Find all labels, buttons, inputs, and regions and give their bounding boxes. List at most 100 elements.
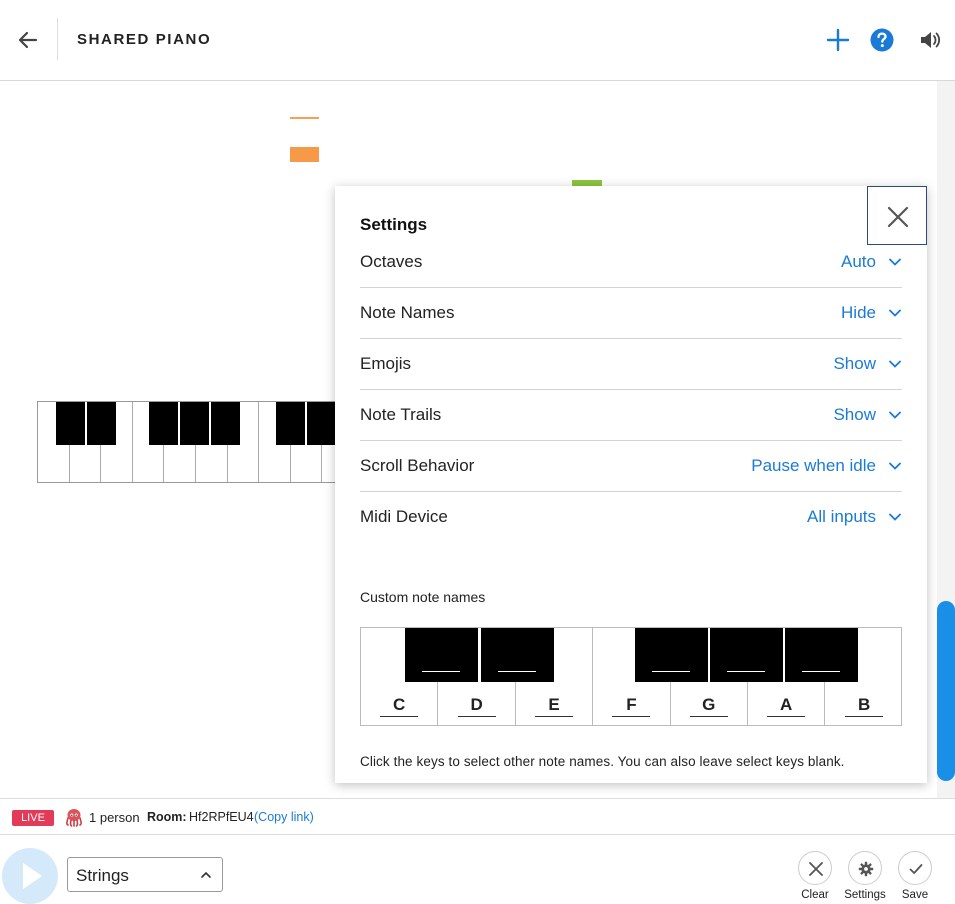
note-trail: [290, 117, 319, 119]
help-icon: [870, 28, 894, 52]
setting-value[interactable]: Pause when idle: [751, 456, 876, 475]
room-id: Hf2RPfEU4: [189, 810, 254, 824]
app-header: SHARED PIANO: [0, 0, 955, 81]
help-button[interactable]: [868, 26, 896, 54]
note-name-label: C: [393, 695, 406, 714]
header-divider: [57, 18, 58, 60]
note-name-underline: [380, 716, 419, 717]
piano-black-key[interactable]: [180, 402, 209, 445]
note-name-label: E: [548, 695, 560, 714]
status-bar: LIVE 1 person Room: Hf2RPfEU4 (Copy link…: [0, 798, 955, 835]
chevron-down-icon: [889, 462, 901, 470]
note-name-underline: [534, 716, 573, 717]
note-name-underline: [612, 716, 651, 717]
people-count: 1 person: [89, 810, 140, 825]
setting-label: Emojis: [360, 354, 412, 373]
custom-black-key[interactable]: [710, 628, 783, 682]
custom-note-names-title: Custom note names: [360, 589, 486, 605]
setting-octaves[interactable]: Octaves Auto: [360, 237, 902, 288]
play-button[interactable]: [2, 848, 58, 904]
octopus-avatar-icon: [66, 809, 82, 827]
note-name-underline: [767, 716, 806, 717]
setting-label: Note Trails: [360, 405, 442, 424]
note-name-label: F: [626, 695, 637, 714]
setting-midi-device[interactable]: Midi Device All inputs: [360, 492, 902, 543]
gear-icon: [858, 861, 874, 877]
piano-black-key[interactable]: [149, 402, 178, 445]
check-icon: [909, 864, 923, 874]
note-name-underline: [689, 716, 728, 717]
piano-black-key[interactable]: [307, 402, 336, 445]
note-name-underline: [498, 671, 536, 672]
chevron-down-icon: [889, 513, 901, 521]
piano-keyboard: [37, 401, 337, 483]
chevron-down-icon: [889, 309, 901, 317]
setting-emojis[interactable]: Emojis Show: [360, 339, 902, 390]
setting-value[interactable]: Hide: [841, 303, 876, 322]
setting-value[interactable]: Show: [833, 354, 876, 373]
piano-black-key[interactable]: [56, 402, 85, 445]
arrow-left-icon: [18, 31, 38, 49]
note-name-label: G: [702, 695, 716, 714]
setting-value[interactable]: All inputs: [807, 507, 876, 526]
settings-title: Settings: [360, 215, 428, 234]
close-icon: [809, 862, 823, 876]
piano-black-key[interactable]: [87, 402, 116, 445]
close-button[interactable]: [867, 186, 927, 245]
chevron-down-icon: [889, 360, 901, 368]
instrument-value: Strings: [76, 866, 129, 885]
custom-black-key[interactable]: [635, 628, 708, 682]
note-name-label: B: [858, 695, 871, 714]
chevron-down-icon: [889, 411, 901, 419]
custom-key-b[interactable]: B: [825, 628, 903, 725]
add-button[interactable]: [824, 26, 852, 54]
instrument-select[interactable]: Strings: [67, 857, 223, 892]
room-label: Room:: [147, 810, 187, 824]
setting-value[interactable]: Show: [833, 405, 876, 424]
settings-label: Settings: [844, 889, 886, 901]
settings-panel: Settings Octaves Auto Note Names Hide Em…: [335, 186, 927, 783]
note-name-underline: [422, 671, 460, 672]
clear-button[interactable]: [798, 851, 832, 885]
settings-button[interactable]: [848, 851, 882, 885]
note-name-label: A: [780, 695, 793, 714]
note-name-underline: [457, 716, 496, 717]
setting-label: Note Names: [360, 303, 455, 322]
setting-note-trails[interactable]: Note Trails Show: [360, 390, 902, 441]
save-button[interactable]: [898, 851, 932, 885]
setting-label: Midi Device: [360, 507, 448, 526]
note-name-underline: [652, 671, 690, 672]
play-icon: [23, 863, 42, 889]
custom-key-e[interactable]: E: [516, 628, 594, 725]
note-name-underline: [802, 671, 840, 672]
scrollbar-thumb[interactable]: [937, 601, 955, 781]
setting-label: Scroll Behavior: [360, 456, 475, 475]
custom-black-key[interactable]: [785, 628, 858, 682]
page-title: SHARED PIANO: [77, 31, 212, 48]
setting-label: Octaves: [360, 252, 423, 271]
copy-link[interactable]: (Copy link): [254, 810, 314, 824]
bottom-toolbar: Strings Clear Settings: [0, 835, 955, 904]
speaker-icon: [921, 32, 941, 48]
custom-note-hint: Click the keys to select other note name…: [360, 754, 845, 769]
back-button[interactable]: [12, 24, 44, 56]
chevron-up-icon: [201, 871, 211, 878]
setting-scroll-behavior[interactable]: Scroll Behavior Pause when idle: [360, 441, 902, 492]
close-icon: [887, 206, 909, 228]
note-name-label: D: [470, 695, 483, 714]
live-badge: LIVE: [12, 810, 54, 826]
clear-label: Clear: [801, 889, 829, 901]
custom-note-keyboard: C D E F G A B: [360, 627, 902, 726]
note-name-underline: [845, 716, 884, 717]
chevron-down-icon: [889, 258, 901, 266]
piano-black-key[interactable]: [276, 402, 305, 445]
custom-black-key[interactable]: [405, 628, 478, 682]
setting-note-names[interactable]: Note Names Hide: [360, 288, 902, 339]
piano-black-key[interactable]: [211, 402, 240, 445]
custom-black-key[interactable]: [481, 628, 554, 682]
save-label: Save: [901, 889, 929, 901]
sound-button[interactable]: [916, 26, 944, 54]
note-name-underline: [727, 671, 765, 672]
note-trail: [290, 147, 319, 162]
setting-value[interactable]: Auto: [841, 252, 876, 271]
